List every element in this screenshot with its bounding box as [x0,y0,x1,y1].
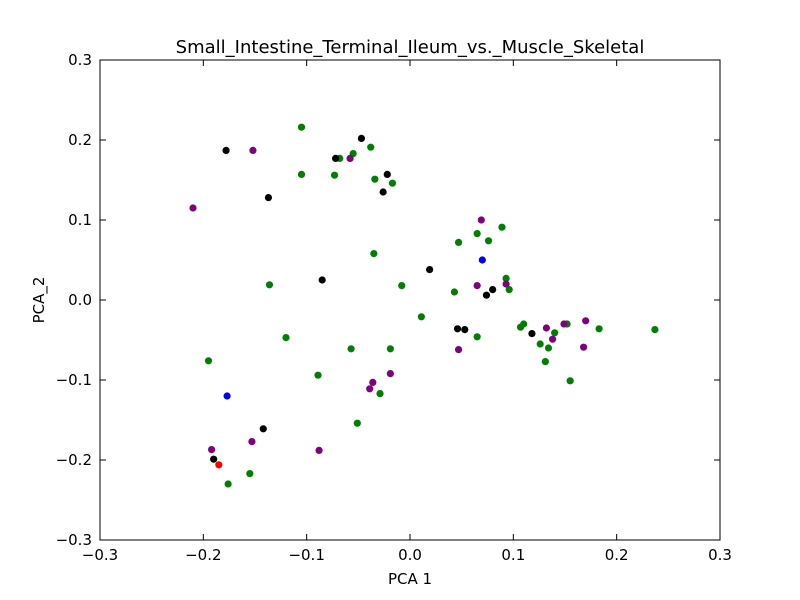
data-point [383,170,391,178]
data-point [551,329,559,337]
data-point [582,317,590,325]
data-point [204,357,213,365]
data-point [369,378,377,386]
x-tick-label: −0.1 [288,546,324,564]
data-point [223,392,231,400]
data-point [367,143,375,151]
data-point [386,345,394,353]
data-point [346,154,354,162]
ticks-layer: −0.3 −0.2 −0.1 0.0 0.1 0.2 0.3 −0.3 −0.2 −0.1 0.0 0… [56,51,732,564]
data-point [347,345,355,353]
data-point [484,237,493,245]
data-point [246,470,254,478]
data-point [417,313,425,321]
data-point [454,346,463,354]
x-tick-label: 0.1 [501,546,525,564]
data-point [210,455,218,463]
data-point [450,288,459,296]
data-point [398,282,406,290]
data-point [580,343,588,351]
data-point [473,282,481,290]
data-point [473,333,481,341]
data-point [536,340,544,348]
y-tick-label: −0.1 [56,371,92,389]
data-point [318,276,326,284]
data-point [651,326,659,334]
x-tick-label: 0.0 [398,546,422,564]
data-point [482,291,491,299]
data-point [222,146,230,154]
data-point [315,446,323,454]
data-point [330,171,339,179]
data-point [314,371,322,379]
y-axis-label: PCA_2 [30,277,49,324]
data-point [379,188,387,196]
data-point [265,281,274,289]
x-tick-label: 0.2 [605,546,629,564]
data-point [366,385,374,393]
data-point [473,230,481,238]
data-point [461,326,469,334]
x-axis-label: PCA 1 [388,570,432,588]
data-point [566,377,574,385]
data-point [371,175,379,183]
data-point [453,325,462,333]
y-tick-label: 0.0 [68,291,92,309]
data-point [544,344,553,352]
data-point [264,194,273,202]
data-point [541,358,549,366]
data-point [249,146,257,154]
data-point [259,425,267,433]
data-point [224,480,232,488]
y-tick-label: −0.2 [56,451,92,469]
data-point [520,320,528,328]
data-point [528,330,536,338]
data-point [549,335,557,343]
data-point [454,238,463,246]
data-point [489,286,497,294]
data-point [215,461,223,469]
data-point [357,134,366,142]
data-point [282,334,290,342]
data-point [502,274,510,282]
data-point [426,266,434,274]
x-tick-label: −0.3 [82,546,118,564]
data-point [502,280,510,288]
data-point [477,216,485,224]
y-tick-label: −0.3 [56,531,92,549]
data-point [388,179,397,187]
y-tick-label: 0.2 [68,131,92,149]
data-point [370,250,378,258]
data-point [595,325,603,333]
y-tick-label: 0.3 [68,51,92,69]
data-point [297,123,306,131]
data-point [189,204,197,212]
data-point [542,324,551,332]
data-point [297,170,306,178]
data-point [478,256,486,264]
x-tick-label: −0.2 [185,546,221,564]
data-point [376,390,384,398]
data-point [505,286,513,294]
chart-title: Small_Intestine_Terminal_Ileum_vs._Muscl… [176,37,645,58]
data-point [332,154,340,162]
y-tick-label: 0.1 [68,211,92,229]
data-point [248,438,256,446]
data-point [560,320,568,328]
data-point [386,370,394,378]
data-point [498,223,506,231]
data-point [208,446,216,454]
data-point [353,419,361,427]
x-tick-label: 0.3 [708,546,732,564]
points-layer [189,123,659,488]
